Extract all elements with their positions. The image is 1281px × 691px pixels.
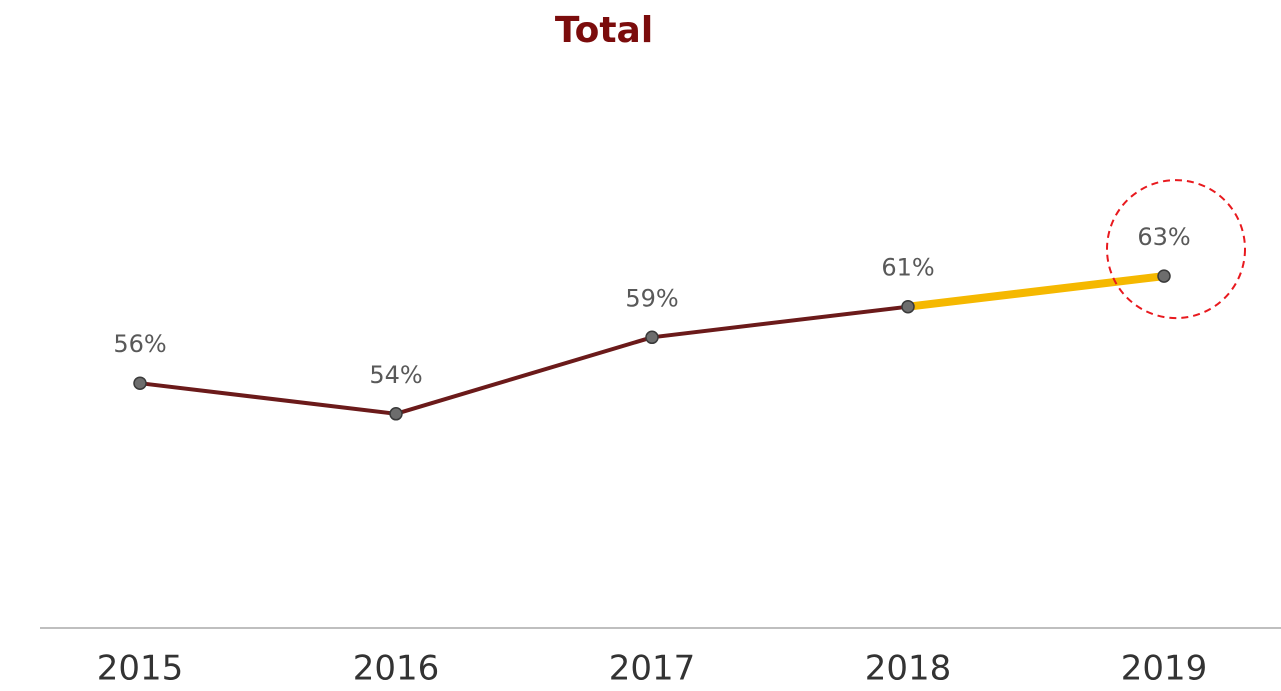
line-segment [394, 335, 654, 416]
annotation-circle [1106, 179, 1246, 320]
point-marker [645, 330, 659, 345]
data-label: 59% [625, 284, 678, 312]
highlight-segment [904, 272, 1168, 311]
point-marker [1157, 269, 1171, 283]
data-label: 56% [113, 330, 166, 358]
x-tick-label: 2015 [97, 649, 184, 689]
x-tick-label: 2016 [353, 649, 440, 689]
data-label: 63% [1137, 223, 1190, 251]
point-marker [901, 299, 915, 314]
title-box: Total [554, 10, 654, 51]
x-tick-label: 2019 [1121, 649, 1208, 689]
chart-title: Total [554, 10, 654, 51]
line-segment [138, 381, 398, 416]
x-tick-label: 2017 [609, 649, 696, 689]
data-label: 54% [369, 361, 422, 389]
x-tick-label: 2018 [865, 649, 952, 689]
line-segment [650, 304, 910, 340]
point-marker [133, 376, 147, 390]
point-marker [389, 407, 403, 421]
data-label: 61% [881, 254, 934, 282]
